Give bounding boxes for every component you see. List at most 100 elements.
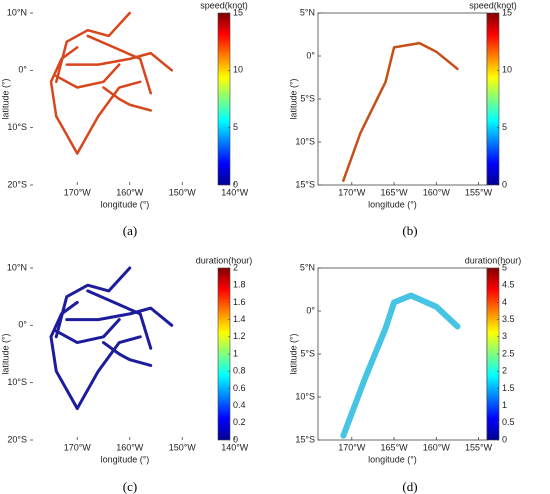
colorbar-tick-label: 10 — [502, 65, 512, 75]
x-tick-label: 160°W — [116, 442, 144, 452]
x-tick-label: 160°W — [116, 187, 144, 197]
colorbar-tick-label: 0.4 — [233, 400, 246, 410]
panel: 170°W 165°W 160°W 155°W 5°N 0° 5°S 10°S 15°S long… — [288, 0, 516, 238]
y-tick-label: 0° — [18, 65, 27, 75]
x-tick-label: 170°W — [64, 442, 92, 452]
colorbar-tick-label: 1.2 — [233, 331, 246, 341]
track — [65, 51, 173, 72]
axes-frame — [317, 12, 488, 186]
colorbar-tick-label: 0 — [502, 434, 507, 444]
x-tick-label: 170°W — [338, 187, 366, 197]
x-tick-label: 160°W — [423, 442, 451, 452]
y-axis-label: latitude (°) — [0, 333, 10, 374]
track — [54, 318, 121, 345]
x-tick-label: 140°W — [221, 442, 249, 452]
y-tick-label: 20°S — [7, 179, 27, 189]
y-tick-label: 20°S — [7, 434, 27, 444]
colorbar-tick-label: 5 — [502, 262, 507, 272]
colorbar-label: speed(knot) — [469, 0, 517, 10]
y-tick-label: 5°S — [300, 93, 315, 103]
track — [55, 11, 131, 84]
track — [76, 80, 142, 155]
colorbar-tick-label: 4 — [502, 297, 507, 307]
track — [49, 300, 79, 410]
track — [49, 46, 79, 155]
y-tick-label: 10°N — [7, 7, 27, 17]
track — [54, 266, 132, 339]
colorbar-tick-label: 0.6 — [233, 383, 246, 393]
y-tick-label: 10°S — [7, 122, 27, 132]
colorbar-tick-label: 0 — [233, 179, 238, 189]
colorbar-tick-label: 1.6 — [233, 297, 246, 307]
x-tick-label: 170°W — [64, 187, 92, 197]
colorbar-label: duration(hour) — [196, 255, 253, 265]
y-tick-label: 10°S — [295, 391, 315, 401]
colorbar-tick-label: 15 — [233, 7, 243, 17]
panel: 170°W 160°W 150°W 140°W 10°N 0° 10°S 20°S longit… — [0, 0, 248, 238]
y-axis-label: latitude (°) — [288, 78, 298, 119]
colorbar-tick-label: 1 — [502, 400, 507, 410]
colorbar-tick-label: 5 — [233, 122, 238, 132]
colorbar-tick-label: 10 — [233, 65, 243, 75]
y-tick-label: 15°S — [295, 179, 315, 189]
colorbar-tick-label: 5 — [502, 122, 507, 132]
y-axis-label: latitude (°) — [288, 333, 298, 374]
colorbar-tick-label: 0.5 — [502, 417, 515, 427]
x-tick-label: 165°W — [380, 442, 408, 452]
track — [340, 292, 461, 439]
x-axis-label: longitude (°) — [101, 454, 150, 464]
y-tick-label: 0° — [306, 50, 315, 60]
colorbar-tick-label: 3 — [502, 331, 507, 341]
y-axis-label: latitude (°) — [0, 78, 10, 119]
track — [86, 34, 152, 95]
panel-label: (b) — [402, 223, 417, 238]
track — [65, 306, 174, 327]
x-tick-label: 155°W — [465, 187, 493, 197]
x-tick-label: 140°W — [221, 187, 249, 197]
colorbar-tick-label: 1.5 — [502, 383, 515, 393]
y-tick-label: 5°N — [300, 7, 315, 17]
track — [86, 289, 153, 350]
track — [342, 41, 459, 182]
panel-label: (c) — [123, 479, 137, 494]
colorbar-tick-label: 1.4 — [233, 314, 246, 324]
y-tick-label: 10°S — [7, 377, 27, 387]
track — [102, 341, 153, 367]
colorbar-tick-label: 15 — [502, 7, 512, 17]
y-tick-label: 0° — [306, 305, 315, 315]
colorbar-tick-label: 4.5 — [502, 280, 515, 290]
colorbar-tick-label: 3.5 — [502, 314, 515, 324]
y-tick-label: 0° — [18, 320, 27, 330]
panel-label: (a) — [123, 223, 137, 238]
y-tick-label: 10°S — [295, 136, 315, 146]
x-axis-label: longitude (°) — [101, 199, 150, 209]
colorbar — [486, 12, 500, 186]
colorbar-tick-label: 1.8 — [233, 280, 246, 290]
colorbar-tick-label: 0.8 — [233, 366, 246, 376]
track — [102, 86, 152, 112]
colorbar — [217, 12, 231, 186]
colorbar-tick-label: 0 — [502, 179, 507, 189]
track — [55, 63, 121, 89]
y-tick-label: 15°S — [295, 434, 315, 444]
colorbar-tick-label: 0 — [233, 434, 238, 444]
track — [75, 335, 142, 410]
colorbar-tick-label: 1 — [233, 348, 238, 358]
x-tick-label: 155°W — [465, 442, 493, 452]
axes-frame — [317, 267, 488, 441]
x-tick-label: 150°W — [169, 442, 197, 452]
colorbar-tick-label: 2.5 — [502, 348, 515, 358]
colorbar-label: speed(knot) — [200, 0, 248, 10]
x-tick-label: 170°W — [338, 442, 366, 452]
panel: 170°W 165°W 160°W 155°W 5°N 0° 5°S 10°S 15°S long… — [288, 255, 521, 494]
panel-label: (d) — [402, 479, 417, 494]
x-tick-label: 165°W — [380, 187, 408, 197]
y-tick-label: 10°N — [7, 262, 27, 272]
colorbar-tick-label: 2 — [502, 366, 507, 376]
x-tick-label: 150°W — [169, 187, 197, 197]
y-tick-label: 5°S — [300, 348, 315, 358]
panel: 170°W 160°W 150°W 140°W 10°N 0° 10°S 20°S longit… — [0, 255, 252, 494]
colorbar-label: duration(hour) — [465, 255, 522, 265]
y-tick-label: 5°N — [300, 262, 315, 272]
